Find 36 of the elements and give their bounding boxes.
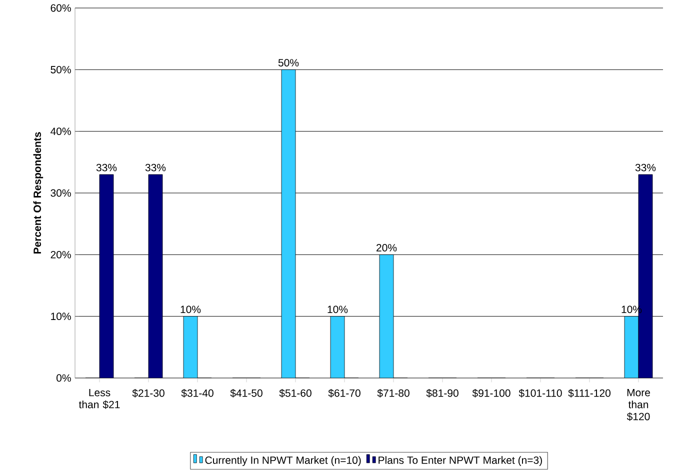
bar: [183, 316, 198, 378]
y-tick-label: 30%: [50, 190, 71, 197]
x-tick-label: More than $120: [626, 389, 650, 422]
x-tick-label: $41-50: [230, 389, 262, 398]
y-tick-label: 50%: [50, 66, 71, 74]
y-tick-label: 10%: [51, 312, 71, 320]
bar: [281, 70, 296, 378]
x-tick-label: $111-120: [568, 389, 610, 398]
data-label: 10%: [328, 306, 348, 314]
x-tick-label: $81-90: [426, 389, 458, 398]
y-axis-title: Percent Of Respondents: [33, 132, 44, 254]
y-tick-label: 60%: [50, 4, 71, 12]
x-tick-label: $21-30: [132, 389, 164, 398]
data-label: 33%: [96, 164, 117, 172]
legend-label: Currently In NPWT Market (n=10): [205, 456, 361, 466]
x-tick-label: $51-60: [279, 389, 312, 398]
y-tick-label: 40%: [50, 128, 71, 136]
data-label: 50%: [278, 59, 299, 67]
data-label: 20%: [376, 244, 397, 252]
x-tick-label: $101-110: [518, 389, 562, 398]
bar: [330, 316, 345, 378]
data-label: 10%: [180, 306, 201, 314]
x-tick-label: Less than $21: [78, 389, 120, 410]
bar: [99, 174, 114, 378]
bar: [148, 174, 163, 378]
y-tick-label: 20%: [50, 251, 71, 259]
data-label: 33%: [145, 164, 166, 172]
x-tick-label: $31-40: [181, 389, 214, 398]
x-tick-label: $71-80: [377, 389, 410, 398]
x-tick-label: $91-100: [472, 389, 510, 398]
bar: [624, 316, 639, 378]
legend-label: Plans To Enter NPWT Market (n=3): [378, 456, 542, 466]
y-tick-label: 0%: [56, 374, 71, 382]
bar: [379, 254, 394, 378]
data-label: 33%: [635, 164, 656, 172]
x-tick-label: $61-70: [328, 389, 360, 398]
